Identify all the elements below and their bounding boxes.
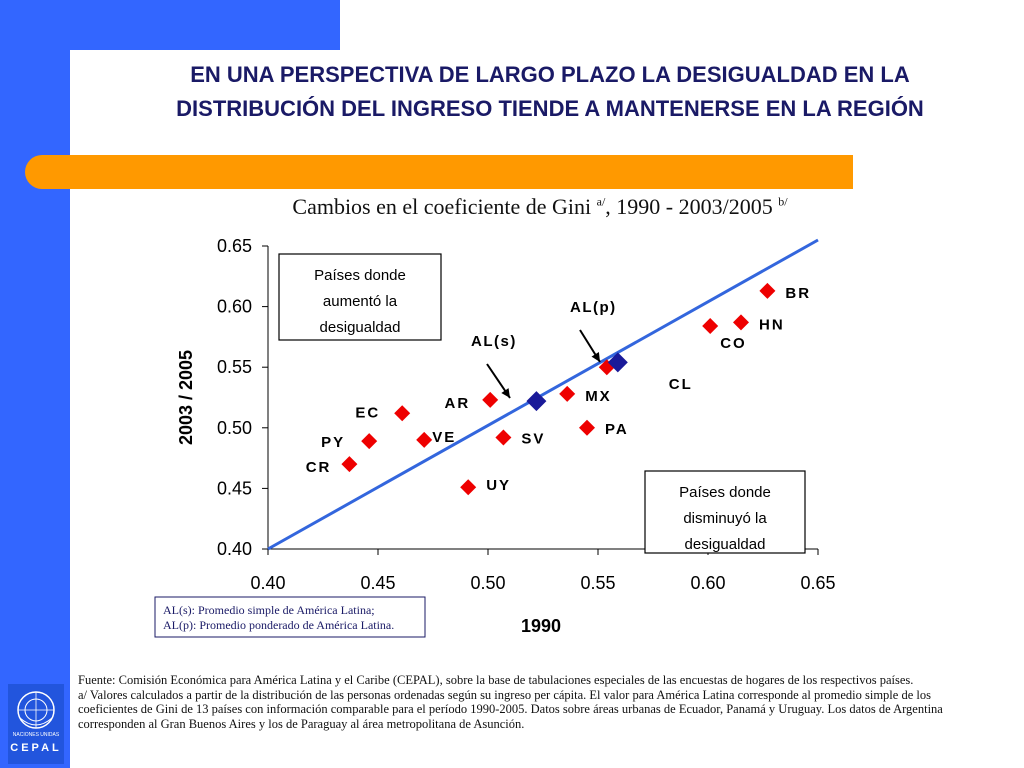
un-emblem-icon <box>17 691 55 729</box>
y-tick-label: 0.40 <box>217 539 252 559</box>
point-label-ve: VE <box>432 429 456 446</box>
point-label-pa: PA <box>605 421 629 438</box>
point-label-br: BR <box>785 285 811 302</box>
legend-note-box <box>154 596 426 638</box>
data-point-cr <box>341 456 358 473</box>
x-tick-label: 0.40 <box>250 573 285 593</box>
label-alp: AL(p) <box>570 299 617 316</box>
data-point-co <box>702 317 719 334</box>
slide-title-line-1: EN UNA PERSPECTIVA DE LARGO PLAZO LA DES… <box>190 62 910 87</box>
chart-title-sup-a: a/ <box>596 194 606 209</box>
footer-source: Fuente: Comisión Económica para América … <box>78 673 914 687</box>
x-tick-label: 0.50 <box>470 573 505 593</box>
y-tick-label: 0.65 <box>217 236 252 256</box>
data-point-hn <box>733 314 749 331</box>
x-tick-label: 0.65 <box>800 573 835 593</box>
legend-note-line: AL(s): Promedio simple de América Latina… <box>163 603 375 617</box>
point-label-sv: SV <box>521 430 545 447</box>
annotation-box-increased-line: desigualdad <box>320 319 401 336</box>
footer-note-a: a/ Valores calculados a partir de la dis… <box>78 687 943 731</box>
data-point-br <box>759 282 776 299</box>
data-point-uy <box>460 479 477 496</box>
annotation-box-increased <box>278 253 442 341</box>
chart-title-main: Cambios en el coeficiente de Gini <box>292 194 597 219</box>
top-left-block <box>0 0 340 50</box>
point-label-ec: EC <box>355 404 380 421</box>
footer-notes: Fuente: Comisión Económica para América … <box>78 673 968 731</box>
point-label-cl: CL <box>669 376 693 393</box>
chart-title: Cambios en el coeficiente de Gini a/, 19… <box>120 194 960 220</box>
chart-title-years: , 1990 - 2003/2005 <box>605 194 779 219</box>
annotation-box-decreased-line: desigualdad <box>685 536 766 553</box>
y-tick-label: 0.45 <box>217 478 252 498</box>
x-tick-label: 0.60 <box>690 573 725 593</box>
data-point-mx <box>559 385 576 402</box>
legend-note-line: AL(p): Promedio ponderado de América Lat… <box>163 618 394 632</box>
x-tick-label: 0.45 <box>360 573 395 593</box>
point-label-ar: AR <box>445 395 471 412</box>
y-tick-label: 0.60 <box>217 297 252 317</box>
data-point-ec <box>394 405 411 422</box>
chart-title-sup-b: b/ <box>778 194 788 209</box>
point-label-hn: HN <box>759 316 785 333</box>
reference-diagonal-line <box>267 238 819 551</box>
slide-title: EN UNA PERSPECTIVA DE LARGO PLAZO LA DES… <box>100 58 1000 126</box>
x-axis-title: 1990 <box>521 616 561 636</box>
annotation-box-increased-line: Países donde <box>314 267 406 284</box>
point-label-uy: UY <box>486 477 511 494</box>
data-point-ar <box>482 391 499 408</box>
arrow-als-head <box>501 388 510 398</box>
annotation-box-decreased <box>644 470 806 554</box>
data-point-ve <box>416 431 433 448</box>
point-label-py: PY <box>321 434 345 451</box>
annotation-box-decreased-line: Países donde <box>679 484 771 501</box>
annotation-box-decreased-line: disminuyó la <box>683 510 767 527</box>
y-axis-title: 2003 / 2005 <box>176 350 196 445</box>
label-als: AL(s) <box>471 333 517 350</box>
logo-name: CEPAL <box>10 742 62 754</box>
data-point-als <box>526 391 547 412</box>
orange-accent-bar <box>25 155 853 189</box>
slide-title-line-2: DISTRIBUCIÓN DEL INGRESO TIENDE A MANTEN… <box>176 96 924 121</box>
annotation-box-increased-line: aumentó la <box>323 293 398 310</box>
data-point-sv <box>495 429 512 446</box>
arrow-alp-head <box>591 352 600 362</box>
data-point-pa <box>579 419 595 436</box>
y-tick-label: 0.55 <box>217 357 252 377</box>
cepal-logo: NACIONES UNIDAS CEPAL <box>8 684 64 764</box>
x-tick-label: 0.55 <box>580 573 615 593</box>
left-side-bar <box>0 0 70 768</box>
data-point-py <box>361 433 378 450</box>
y-tick-label: 0.50 <box>217 418 252 438</box>
logo-organization: NACIONES UNIDAS <box>12 732 60 738</box>
data-point-alp <box>607 352 628 373</box>
point-label-mx: MX <box>585 388 612 405</box>
point-label-co: CO <box>720 335 747 352</box>
point-label-cr: CR <box>306 459 332 476</box>
